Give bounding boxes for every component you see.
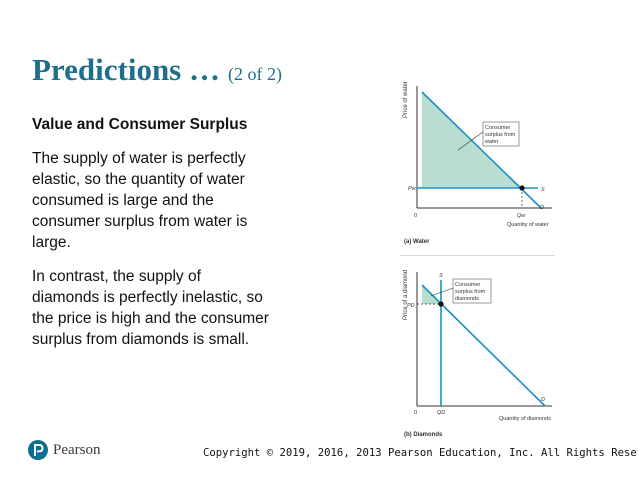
diamonds-ylabel: Price of a diamond xyxy=(403,270,409,320)
diamonds-xlabel: Quantity of diamonds xyxy=(499,416,551,422)
water-annotation-line3: water xyxy=(484,139,499,145)
pearson-p-icon xyxy=(28,440,48,460)
water-annotation-line1: Consumer xyxy=(485,125,511,131)
water-caption: (a) Water xyxy=(404,239,430,245)
diamonds-caption: (b) Diamonds xyxy=(404,432,443,438)
water-annotation-leader xyxy=(457,131,484,151)
water-price-label: Pw xyxy=(408,186,417,192)
diamonds-origin-label: 0 xyxy=(414,410,417,416)
diamonds-quantity-label: QD xyxy=(437,410,445,416)
pearson-logo-text: Pearson xyxy=(53,441,101,458)
diamonds-annotation-line2: surplus from xyxy=(455,289,486,295)
water-quantity-label: Qw xyxy=(517,213,526,219)
water-annotation-box xyxy=(482,121,520,147)
water-supply-label: S xyxy=(541,187,545,193)
water-demand-label: D xyxy=(540,205,544,211)
slide-title: Predictions … (2 of 2) xyxy=(32,52,282,88)
title-suffix: (2 of 2) xyxy=(228,64,282,84)
paragraph-diamonds: In contrast, the supply of diamonds is p… xyxy=(32,268,269,348)
diamonds-demand-label: D xyxy=(541,397,545,403)
section-heading: Value and Consumer Surplus xyxy=(32,116,248,133)
water-origin-label: 0 xyxy=(414,213,417,219)
diamonds-supply-label: S xyxy=(439,273,443,279)
diamonds-annotation-leader xyxy=(430,287,454,297)
diamonds-chart: Price of a diamond Consumer surplus from… xyxy=(395,258,560,443)
copyright-notice: Copyright © 2019, 2016, 2013 Pearson Edu… xyxy=(203,447,638,459)
diamonds-equilibrium-point xyxy=(438,301,444,307)
water-chart: Price of water Consumer surplus from wat… xyxy=(395,74,560,254)
water-ylabel: Price of water xyxy=(403,81,409,118)
water-equilibrium-point xyxy=(519,185,525,191)
diamonds-annotation-line3: diamonds xyxy=(455,296,479,302)
diamonds-annotation-line1: Consumer xyxy=(455,282,481,288)
title-main: Predictions … xyxy=(32,52,220,87)
chart-divider xyxy=(400,255,555,256)
diamonds-annotation-box xyxy=(452,278,492,304)
paragraph-water: The supply of water is perfectly elastic… xyxy=(32,150,248,251)
water-xlabel: Quantity of water xyxy=(507,222,549,228)
water-annotation-line2: surplus from xyxy=(485,132,516,138)
diamonds-price-label: PD xyxy=(407,303,415,309)
pearson-logo: Pearson xyxy=(28,440,101,460)
